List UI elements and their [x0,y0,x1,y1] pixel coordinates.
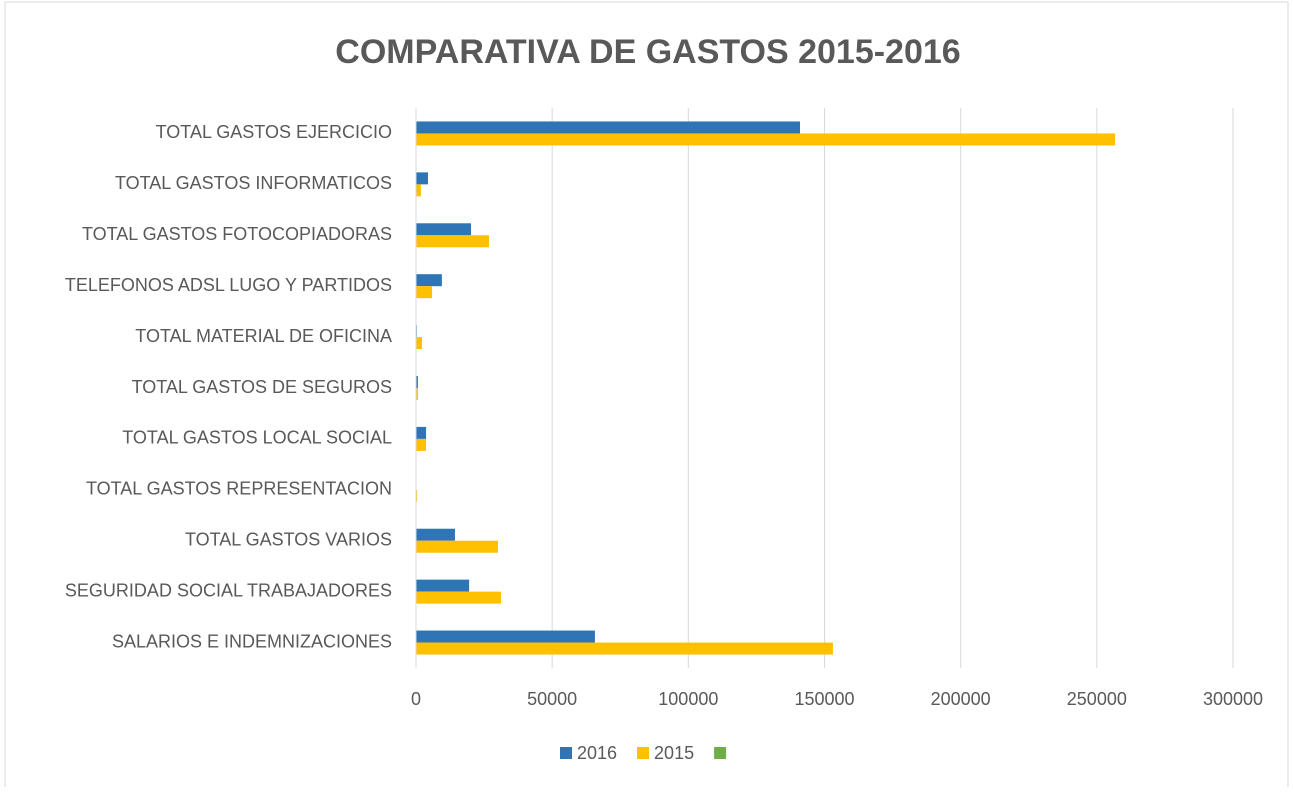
bar [416,274,442,287]
bar [416,388,418,400]
legend-label: 2016 [577,743,617,763]
y-tick-label: TOTAL GASTOS INFORMATICOS [115,173,392,193]
y-tick-label: TOTAL GASTOS VARIOS [185,529,392,549]
x-tick-label: 100000 [658,689,718,709]
bar [416,337,422,350]
x-tick-label: 200000 [931,689,991,709]
bar [416,591,501,604]
bar [416,438,427,451]
bar [416,579,470,592]
bar [416,630,595,643]
x-tick-label: 300000 [1203,689,1263,709]
legend-label: 2015 [654,743,694,763]
bar [416,223,472,236]
y-tick-label: TOTAL GASTOS LOCAL SOCIAL [122,428,392,448]
legend-swatch [560,747,572,759]
x-tick-label: 50000 [527,689,577,709]
chart-title: COMPARATIVA DE GASTOS 2015-2016 [335,33,960,71]
bar [416,540,498,553]
y-tick-label: SEGURIDAD SOCIAL TRABAJADORES [65,580,392,600]
y-tick-label: TELEFONOS ADSL LUGO Y PARTIDOS [65,275,392,295]
y-tick-label: TOTAL GASTOS REPRESENTACION [86,479,392,499]
bar [416,133,1116,146]
legend-swatch [637,747,650,759]
bar [416,235,489,248]
x-tick-label: 0 [411,689,421,709]
bar [416,184,421,197]
y-tick-label: SALARIOS E INDEMNIZACIONES [112,631,392,651]
x-tick-label: 250000 [1067,689,1127,709]
y-tick-label: TOTAL GASTOS FOTOCOPIADORAS [82,224,392,244]
bar [416,426,427,439]
y-tick-label: TOTAL MATERIAL DE OFICINA [135,326,392,346]
bar [416,376,418,388]
y-tick-label: TOTAL GASTOS DE SEGUROS [132,377,392,397]
bar [416,642,833,655]
bar [416,528,455,541]
legend-swatch [714,747,727,759]
bar [416,286,433,299]
bar [416,121,800,134]
bar [416,489,418,502]
x-tick-label: 150000 [794,689,854,709]
y-tick-label: TOTAL GASTOS EJERCICIO [156,122,392,142]
bar [416,172,428,185]
